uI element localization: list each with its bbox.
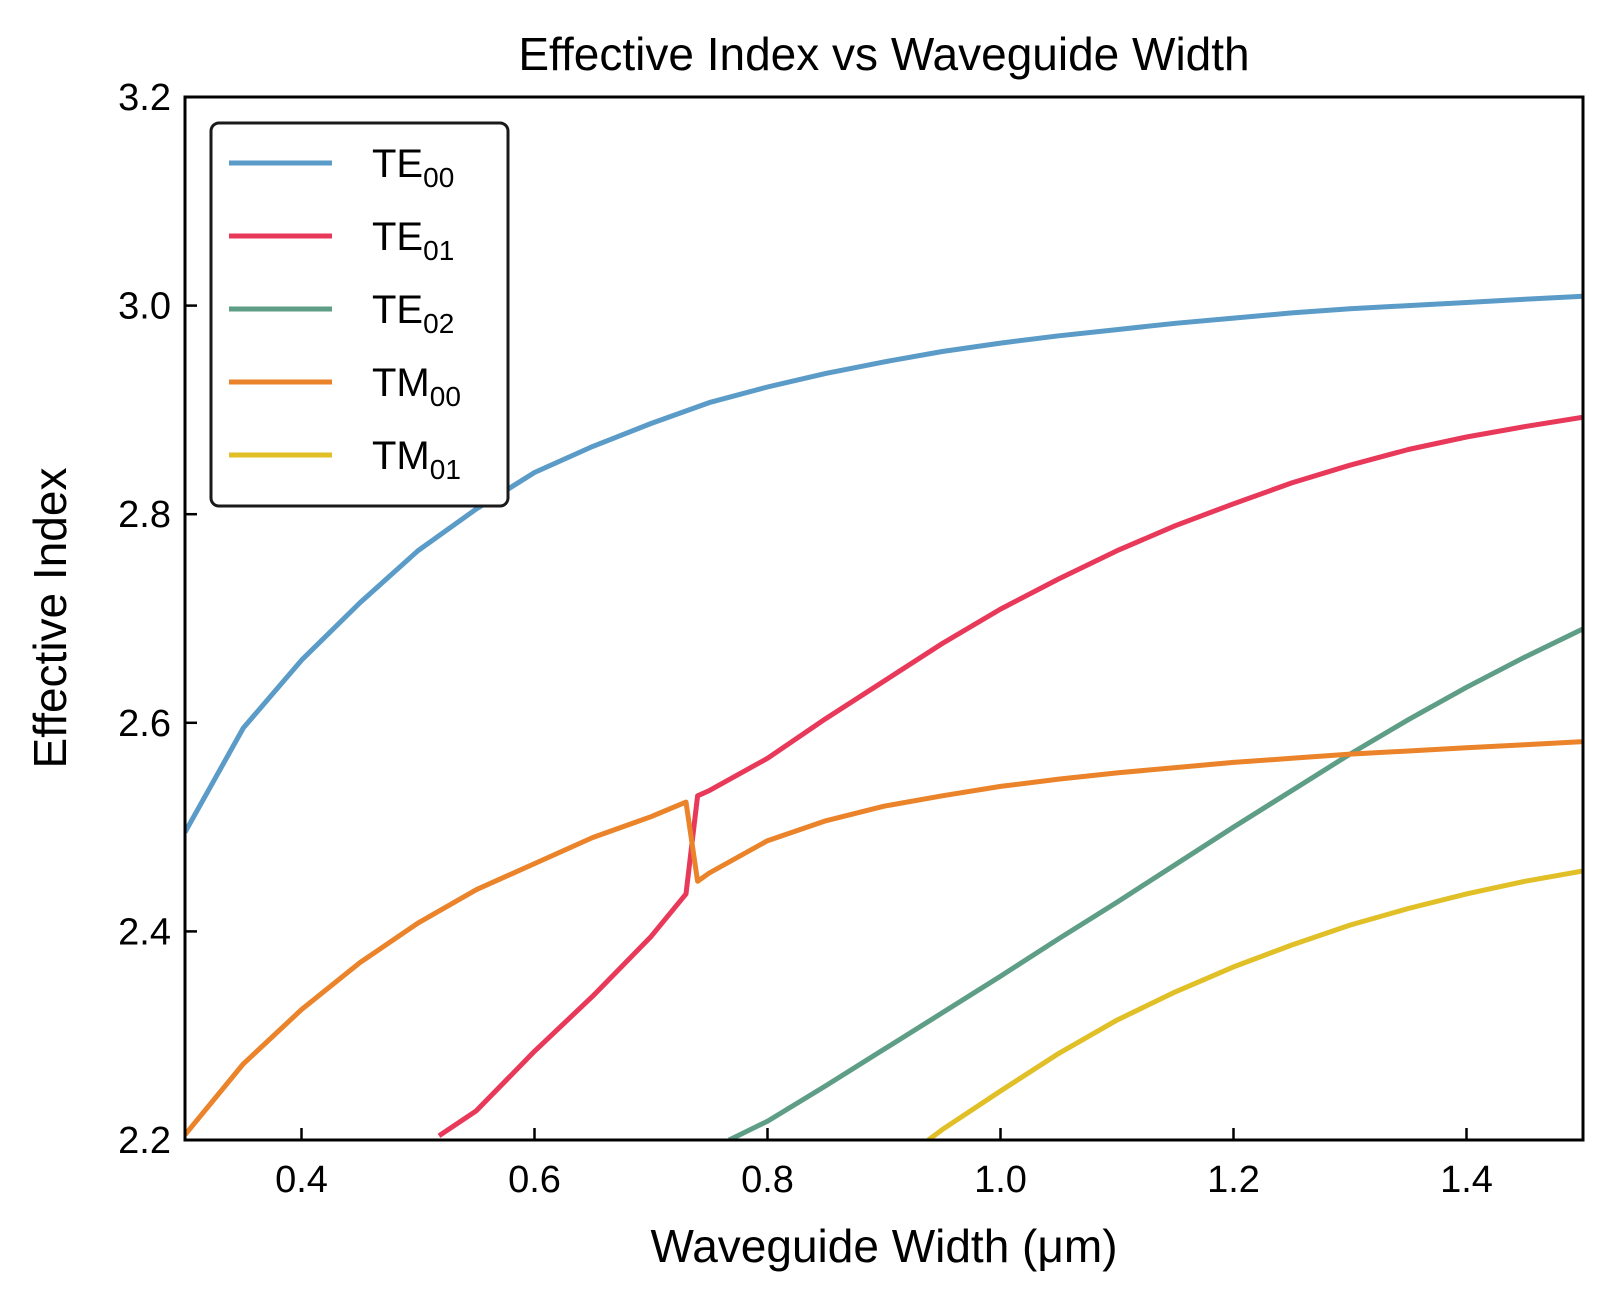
series-line-te00 bbox=[185, 293, 1583, 834]
legend-item-te01: TE01 bbox=[229, 215, 454, 266]
legend-item-te02: TE02 bbox=[229, 288, 454, 339]
series-line-te01 bbox=[437, 414, 1583, 1138]
series-line-te02 bbox=[728, 626, 1583, 1140]
legend-item-tm00: TM00 bbox=[229, 361, 461, 412]
legend-label: TE01 bbox=[372, 215, 454, 266]
x-axis-label: Waveguide Width (μm) bbox=[650, 1220, 1117, 1272]
y-tick-label: 2.8 bbox=[118, 494, 171, 536]
x-tick-label: 0.8 bbox=[741, 1159, 794, 1201]
series-layer bbox=[185, 293, 1583, 1140]
x-tick-label: 1.4 bbox=[1440, 1159, 1493, 1201]
y-tick-label: 3.0 bbox=[118, 286, 171, 328]
series-line-tm00 bbox=[185, 739, 1583, 1137]
y-tick-label: 2.2 bbox=[118, 1120, 171, 1162]
y-axis-label: Effective Index bbox=[24, 468, 76, 769]
legend: TE00 TE01 TE02 TM00 TM01 bbox=[209, 121, 510, 508]
legend-item-tm01: TM01 bbox=[229, 434, 461, 485]
legend-item-te00: TE00 bbox=[229, 142, 454, 193]
x-tick-label: 0.4 bbox=[275, 1159, 328, 1201]
plot-frame bbox=[183, 95, 1585, 1142]
legend-label: TE00 bbox=[372, 142, 454, 193]
x-tick-label: 1.0 bbox=[974, 1159, 1027, 1201]
legend-label: TM00 bbox=[372, 361, 461, 412]
y-tick-label: 2.6 bbox=[118, 703, 171, 745]
series-line-tm01 bbox=[926, 868, 1583, 1140]
chart-title: Effective Index vs Waveguide Width bbox=[518, 28, 1249, 80]
legend-box bbox=[209, 121, 510, 508]
y-tick-label: 3.2 bbox=[118, 77, 171, 119]
y-tick-label: 2.4 bbox=[118, 911, 171, 953]
legend-label: TE02 bbox=[372, 288, 454, 339]
x-tick-label: 0.6 bbox=[508, 1159, 561, 1201]
legend-label: TM01 bbox=[372, 434, 461, 485]
axis-ticks: 0.4 0.6 0.8 1.0 1.2 1.4 2.2 2.4 2.6 2.8 3.0 3.2 bbox=[118, 77, 1493, 1201]
x-tick-label: 1.2 bbox=[1207, 1159, 1260, 1201]
